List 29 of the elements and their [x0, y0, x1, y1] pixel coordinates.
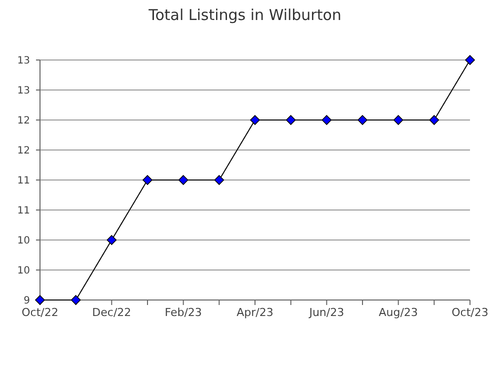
y-tick-label: 12 — [17, 146, 30, 156]
point — [250, 115, 260, 125]
x-tick-label: Feb/23 — [164, 306, 202, 319]
x-tick-label: Apr/23 — [236, 306, 274, 319]
point — [178, 175, 188, 185]
point — [286, 115, 296, 125]
y-tick-label: 13 — [17, 86, 30, 96]
x-tick-label: Jun/23 — [308, 306, 344, 319]
x-tick-label: Aug/23 — [378, 306, 418, 319]
y-tick-label: 12 — [17, 116, 30, 126]
point — [322, 115, 332, 125]
y-tick-label: 13 — [17, 56, 30, 66]
y-tick-label: 9 — [24, 296, 30, 306]
x-tick-label: Dec/22 — [92, 306, 132, 319]
point — [429, 115, 440, 125]
x-tick-label: Oct/22 — [22, 306, 58, 319]
y-tick-label: 10 — [17, 266, 30, 276]
chart-title: Total Listings in Wilburton — [148, 6, 342, 24]
point — [106, 235, 117, 245]
point — [70, 295, 81, 305]
point — [142, 175, 152, 185]
point — [393, 115, 404, 125]
y-tick-label: 10 — [17, 236, 30, 246]
y-tick-label: 11 — [17, 206, 30, 216]
y-tick-label: 11 — [17, 176, 30, 186]
x-tick-label: Oct/23 — [452, 306, 488, 319]
point — [214, 175, 224, 185]
point — [465, 55, 475, 65]
point — [358, 115, 368, 125]
